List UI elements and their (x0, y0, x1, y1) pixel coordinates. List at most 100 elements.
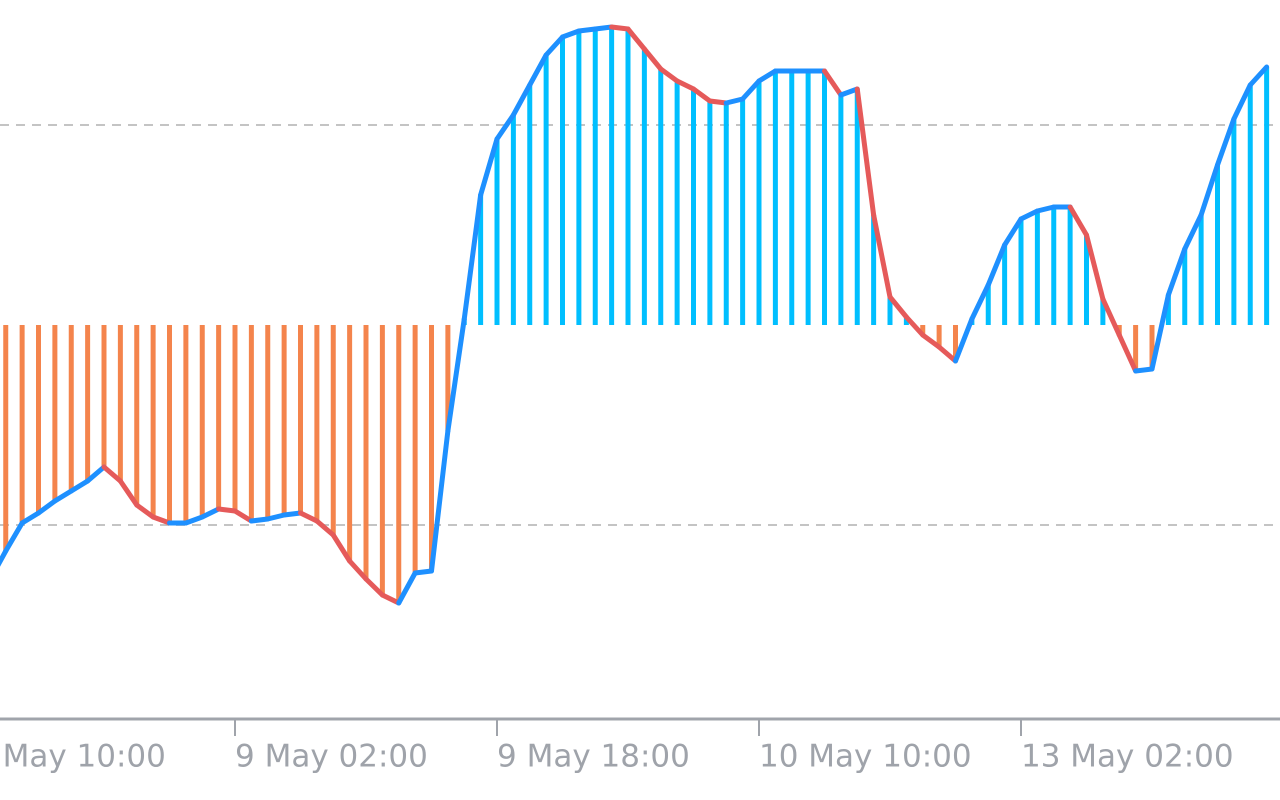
signal-line-segment (756, 68, 778, 84)
histogram-bar (576, 31, 582, 325)
histogram-bar (756, 81, 762, 325)
histogram-bar (658, 69, 664, 325)
signal-line-segment (674, 78, 696, 92)
signal-line-segment (1084, 232, 1106, 302)
signal-line-segment (592, 24, 615, 32)
histogram-bar (379, 325, 385, 595)
histogram-bar (183, 325, 189, 523)
histogram-bar (1034, 211, 1040, 325)
histogram-bar (1198, 215, 1204, 325)
histogram-bar (363, 325, 369, 579)
histogram-bar (936, 325, 942, 347)
signal-line-segment (1100, 296, 1122, 338)
histogram-bar (1247, 85, 1253, 325)
histogram-bar (1231, 119, 1237, 325)
signal-line-segment (985, 242, 1008, 288)
histogram-bar (625, 29, 631, 325)
signal-line-segment (903, 314, 926, 338)
histogram-bar (445, 325, 451, 431)
signal-line-segment (658, 66, 680, 84)
histogram-bar (150, 325, 156, 517)
signal-line-segment (953, 316, 975, 364)
signal-line-segment (232, 508, 254, 524)
signal-line-segment (1215, 116, 1237, 168)
signal-line-segment (134, 502, 156, 520)
histogram-bar (527, 85, 533, 325)
signal-line-segment (560, 28, 582, 40)
histogram-bar (3, 325, 9, 551)
histogram-bar (1067, 207, 1073, 325)
signal-line-segment (379, 592, 402, 606)
signal-line-segment (0, 548, 9, 567)
signal-line-segment (150, 514, 172, 526)
x-tick-label: 13 May 02:00 (1021, 739, 1234, 775)
signal-line-segment (1034, 204, 1057, 214)
histogram-bar (68, 325, 74, 491)
histogram-bar (985, 285, 991, 325)
histogram-bar (592, 29, 598, 325)
signal-line-segment (936, 344, 958, 364)
signal-line-segment (625, 26, 647, 52)
signal-line-segment (691, 86, 713, 104)
signal-line-segment (527, 52, 549, 88)
signal-line-segment (330, 532, 353, 564)
signal-line-segment (920, 332, 942, 350)
signal-line-segment (281, 510, 303, 518)
histogram-bar (1002, 245, 1008, 325)
signal-line-segment (117, 478, 140, 508)
signal-line-segment (887, 294, 909, 320)
signal-line-segment (396, 570, 418, 606)
signal-line-segment (248, 516, 271, 524)
signal-line-segment (740, 78, 762, 102)
signal-line-segment (199, 506, 222, 520)
histogram-bar (216, 325, 222, 509)
x-tick-label: 8 May 10:00 (0, 739, 166, 775)
histogram-bar (52, 325, 58, 501)
signal-line-segment (216, 506, 238, 514)
histogram-bar (330, 325, 336, 535)
histogram-bar (543, 55, 549, 325)
histogram-bar (560, 37, 565, 325)
signal-line-segment (576, 26, 598, 34)
signal-line-segment (1067, 204, 1089, 238)
histogram-bar (903, 317, 909, 325)
histogram-bar (723, 103, 729, 325)
signal-line-segment (822, 68, 844, 98)
histogram-bar (134, 325, 140, 505)
histogram-bar (1051, 207, 1057, 325)
signal-line-segment (838, 86, 860, 98)
signal-line-segment (510, 82, 533, 118)
signal-line-segment (641, 46, 664, 72)
histogram-bar (822, 71, 827, 325)
signal-line-segment (609, 24, 631, 32)
histogram-bar (740, 99, 746, 325)
histogram-bar (232, 325, 238, 511)
signal-line-segment (314, 518, 336, 538)
signal-line-segment (298, 510, 320, 524)
signal-line-segment (68, 478, 91, 494)
histogram-bar (199, 325, 205, 517)
histogram-bar (641, 49, 647, 325)
histogram-bar (510, 115, 516, 325)
histogram-bar (101, 325, 107, 467)
signal-line-segment (347, 558, 369, 582)
histogram-bar (347, 325, 353, 561)
histogram-bar (789, 71, 795, 325)
histogram-bar (854, 89, 860, 325)
signal-line-segment (1149, 292, 1171, 372)
signal-line-segment (707, 98, 729, 106)
histogram-bar (1100, 299, 1106, 325)
signal-line-segment (871, 212, 893, 300)
signal-line-segment (1133, 366, 1155, 374)
histogram-bar (838, 95, 844, 325)
histogram-bar (1215, 165, 1220, 325)
histogram-bar (265, 325, 271, 519)
histogram-bar (953, 325, 958, 361)
signal-line-segment (461, 192, 484, 322)
signal-line-segment (1165, 246, 1188, 298)
histogram-bar (1165, 295, 1171, 325)
histogram-bar (920, 325, 926, 335)
signal-line-segment (723, 96, 746, 106)
x-tick-label: 9 May 18:00 (497, 739, 690, 775)
